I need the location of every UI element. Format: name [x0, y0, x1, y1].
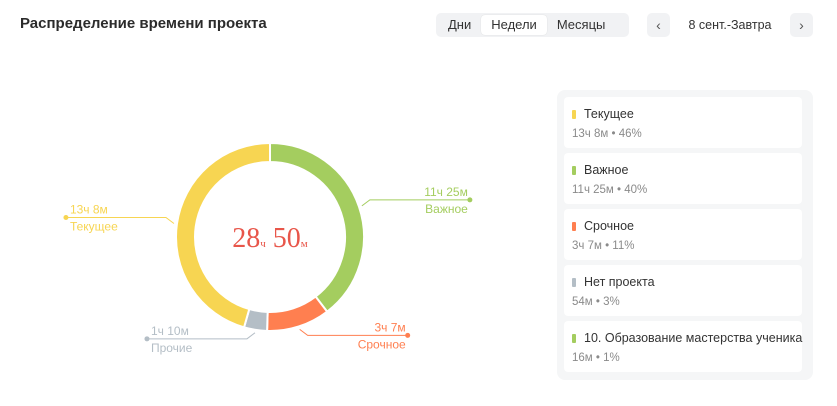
chevron-left-icon: ‹ — [656, 17, 661, 33]
callout-dot — [405, 332, 411, 338]
legend-color-marker — [572, 166, 576, 175]
chevron-right-icon: › — [799, 17, 804, 33]
legend-item-value: 11ч 25м • 40% — [572, 184, 648, 196]
legend-item-name: 10. Образование мастерства ученика — [584, 331, 803, 345]
callout-time: 3ч 7м — [375, 320, 406, 334]
legend-panel: Текущее 13ч 8м • 46% Важное 11ч 25м • 40… — [557, 90, 813, 380]
next-period-button[interactable]: › — [790, 13, 813, 37]
center-total-part: 50 — [266, 223, 301, 254]
legend-color-marker — [572, 334, 576, 343]
tab-weeks[interactable]: Недели — [481, 15, 547, 35]
center-total: 28ч 50м — [232, 223, 308, 254]
tab-months[interactable]: Месяцы — [556, 17, 606, 32]
callout-name: Прочие — [151, 341, 193, 355]
legend-item[interactable]: Срочное 3ч 7м • 11% — [564, 209, 802, 260]
callout-dot — [63, 214, 69, 220]
callout-line — [361, 199, 470, 207]
legend-color-marker — [572, 222, 576, 231]
page-title: Распределение времени проекта — [20, 15, 267, 32]
donut-slice — [175, 141, 271, 329]
callout-dot — [144, 336, 150, 342]
callout-dot — [467, 197, 473, 203]
legend-item[interactable]: Важное 11ч 25м • 40% — [564, 153, 802, 204]
legend-item-name: Текущее — [584, 107, 634, 121]
legend-item-value: 54м • 3% — [572, 296, 620, 308]
callout-name: Срочное — [358, 337, 406, 351]
callout-time: 1ч 10м — [151, 324, 189, 338]
legend-item[interactable]: 10. Образование мастерства ученика 16м •… — [564, 321, 802, 372]
donut-chart-svg: 11ч 25м Важное 3ч 7м Срочное 1ч 10м Прочие 13ч… — [63, 141, 473, 355]
donut-slice — [266, 295, 329, 332]
center-total-part: ч — [260, 238, 266, 250]
legend-item[interactable]: Нет проекта 54м • 3% — [564, 265, 802, 316]
callout-line — [65, 216, 175, 224]
legend-item-value: 13ч 8м • 46% — [572, 128, 642, 140]
legend-item-name: Нет проекта — [584, 275, 655, 289]
callout-name: Важное — [425, 202, 468, 216]
legend-color-marker — [572, 278, 576, 287]
legend-item[interactable]: Текущее 13ч 8м • 46% — [564, 97, 802, 148]
callout-time: 11ч 25м — [424, 185, 468, 199]
donut-chart: 11ч 25м Важное 3ч 7м Срочное 1ч 10м Прочие 13ч… — [0, 60, 540, 401]
tab-days[interactable]: Дни — [448, 17, 472, 32]
legend-item-value: 3ч 7м • 11% — [572, 240, 635, 252]
legend-item-name: Срочное — [584, 219, 634, 233]
center-total-part: м — [301, 238, 308, 250]
date-range: 8 сент.-Завтра — [688, 18, 772, 32]
callout-time: 13ч 8м — [70, 202, 108, 216]
center-total-part: 28 — [232, 223, 260, 254]
legend-item-value: 16м • 1% — [572, 352, 620, 364]
period-switcher: Дни Недели Месяцы — [436, 13, 629, 37]
legend-color-marker — [572, 110, 576, 119]
legend-item-name: Важное — [584, 163, 629, 177]
callout-name: Текущее — [70, 219, 118, 233]
prev-period-button[interactable]: ‹ — [647, 13, 670, 37]
callout-line — [146, 332, 256, 340]
callout-line — [299, 328, 408, 336]
